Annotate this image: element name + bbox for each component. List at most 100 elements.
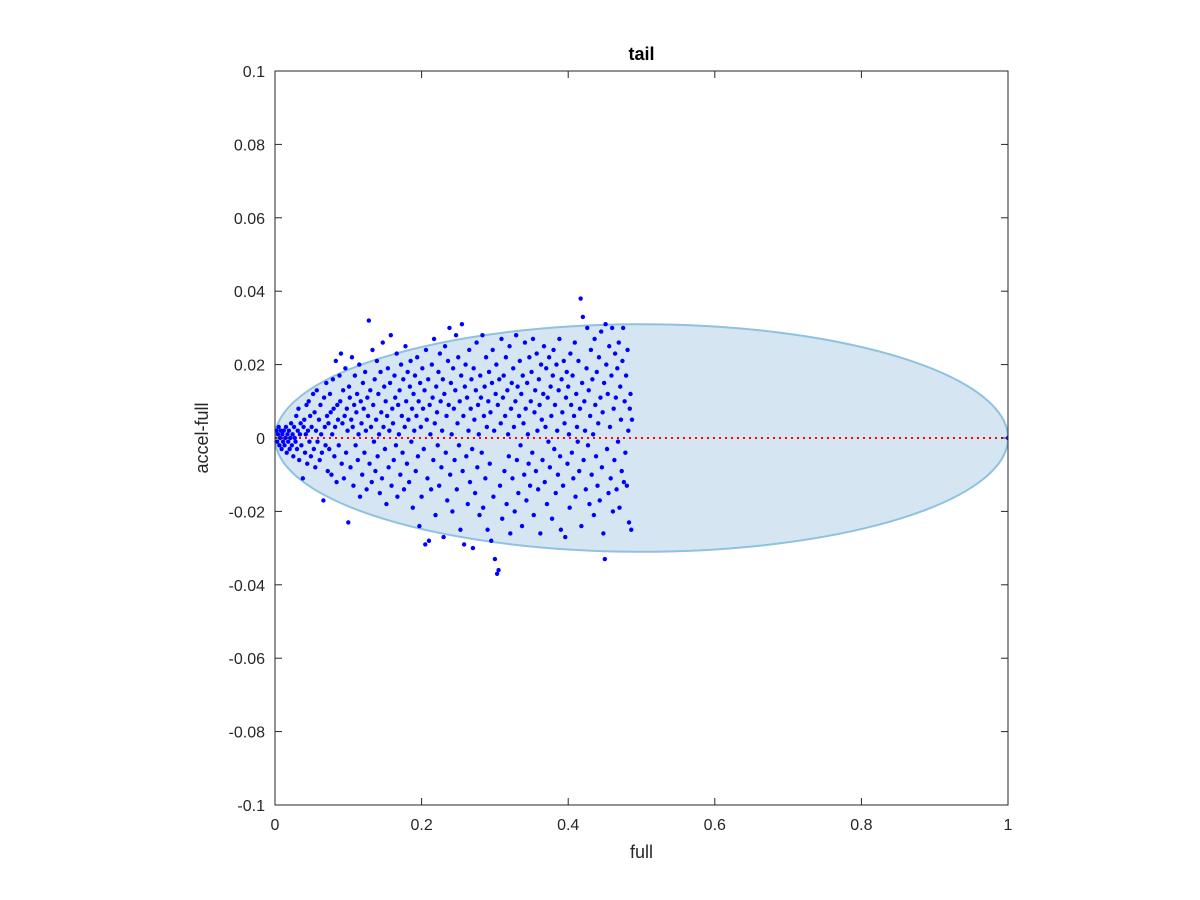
scatter-point bbox=[436, 369, 441, 375]
scatter-point bbox=[564, 369, 569, 375]
scatter-point bbox=[386, 465, 391, 470]
scatter-point bbox=[349, 355, 355, 360]
scatter-point bbox=[553, 490, 558, 496]
x-tick-label: 0 bbox=[271, 817, 280, 834]
scatter-point bbox=[616, 340, 621, 345]
scatter-point bbox=[494, 362, 499, 367]
scatter-point bbox=[467, 479, 473, 485]
scatter-point bbox=[327, 446, 332, 452]
scatter-point bbox=[501, 373, 506, 378]
scatter-point bbox=[344, 406, 350, 411]
scatter-point bbox=[383, 399, 388, 404]
scatter-point bbox=[615, 439, 621, 444]
scatter-point bbox=[392, 373, 397, 378]
scatter-point bbox=[542, 479, 547, 485]
scatter-point bbox=[291, 454, 296, 459]
scatter-point bbox=[297, 432, 303, 437]
scatter-point bbox=[562, 421, 567, 426]
scatter-point bbox=[615, 366, 620, 371]
scatter-point bbox=[277, 443, 282, 448]
scatter-point bbox=[554, 362, 559, 367]
scatter-point bbox=[359, 421, 364, 426]
scatter-point bbox=[431, 336, 437, 342]
scatter-point bbox=[544, 366, 549, 371]
scatter-point bbox=[599, 465, 605, 470]
scatter-point bbox=[523, 406, 528, 411]
scatter-point bbox=[362, 450, 367, 455]
scatter-point bbox=[434, 410, 440, 415]
scatter-point bbox=[300, 476, 306, 481]
scatter-point bbox=[343, 450, 349, 455]
scatter-point bbox=[453, 333, 459, 338]
scatter-point bbox=[295, 428, 300, 433]
scatter-point bbox=[579, 523, 584, 529]
scatter-point bbox=[571, 476, 576, 481]
scatter-point bbox=[421, 446, 426, 452]
scatter-point bbox=[305, 461, 310, 466]
scatter-point bbox=[510, 476, 515, 481]
scatter-point bbox=[627, 406, 632, 411]
scatter-point bbox=[477, 512, 482, 518]
scatter-point bbox=[334, 479, 339, 485]
scatter-point bbox=[384, 413, 390, 419]
scatter-point bbox=[428, 432, 433, 437]
scatter-point bbox=[362, 369, 368, 375]
scatter-point bbox=[365, 395, 370, 400]
scatter-point bbox=[505, 432, 511, 437]
scatter-point bbox=[389, 483, 394, 488]
scatter-point bbox=[497, 483, 503, 488]
y-axis-label: accel-full bbox=[192, 402, 212, 473]
scatter-point bbox=[601, 380, 607, 386]
scatter-point bbox=[591, 512, 597, 518]
scatter-point bbox=[527, 355, 532, 360]
scatter-point bbox=[428, 487, 434, 492]
scatter-point bbox=[538, 531, 543, 536]
scatter-point bbox=[612, 351, 618, 356]
scatter-point bbox=[612, 457, 617, 463]
scatter-point bbox=[623, 373, 629, 378]
scatter-point bbox=[475, 465, 480, 470]
scatter-point bbox=[407, 384, 413, 389]
scatter-point bbox=[598, 395, 603, 400]
scatter-point bbox=[419, 494, 424, 499]
scatter-point bbox=[538, 362, 544, 367]
scatter-point bbox=[329, 472, 334, 477]
scatter-point bbox=[486, 399, 491, 404]
scatter-point bbox=[561, 358, 567, 364]
scatter-point bbox=[370, 347, 375, 353]
scatter-point bbox=[435, 443, 440, 448]
scatter-point bbox=[469, 446, 475, 452]
scatter-point bbox=[474, 340, 479, 345]
scatter-point bbox=[605, 391, 610, 397]
scatter-point bbox=[530, 336, 536, 342]
scatter-point bbox=[506, 454, 512, 459]
scatter-point bbox=[550, 373, 556, 378]
scatter-point bbox=[441, 534, 446, 540]
scatter-point bbox=[461, 413, 466, 419]
scatter-point bbox=[445, 498, 450, 503]
scatter-point bbox=[466, 428, 471, 433]
scatter-point bbox=[549, 413, 554, 419]
scatter-point bbox=[462, 384, 468, 389]
scatter-point bbox=[592, 336, 597, 342]
scatter-point bbox=[387, 380, 393, 386]
x-tick-label: 0.4 bbox=[557, 817, 579, 834]
chart-title: tail bbox=[628, 44, 654, 64]
scatter-point bbox=[618, 384, 623, 389]
scatter-point bbox=[437, 351, 443, 356]
scatter-point bbox=[347, 395, 352, 400]
scatter-point bbox=[322, 424, 328, 430]
scatter-point bbox=[512, 509, 517, 514]
scatter-point bbox=[296, 406, 301, 411]
scatter-point bbox=[602, 556, 608, 562]
scatter-point bbox=[593, 454, 599, 459]
y-tick-label: 0.06 bbox=[234, 211, 265, 228]
x-axis-label: full bbox=[630, 842, 653, 862]
scatter-point bbox=[351, 483, 356, 488]
scatter-point bbox=[450, 366, 456, 371]
scatter-point bbox=[574, 391, 579, 397]
scatter-point bbox=[360, 472, 365, 477]
scatter-point bbox=[417, 523, 422, 529]
scatter-point bbox=[338, 351, 344, 356]
